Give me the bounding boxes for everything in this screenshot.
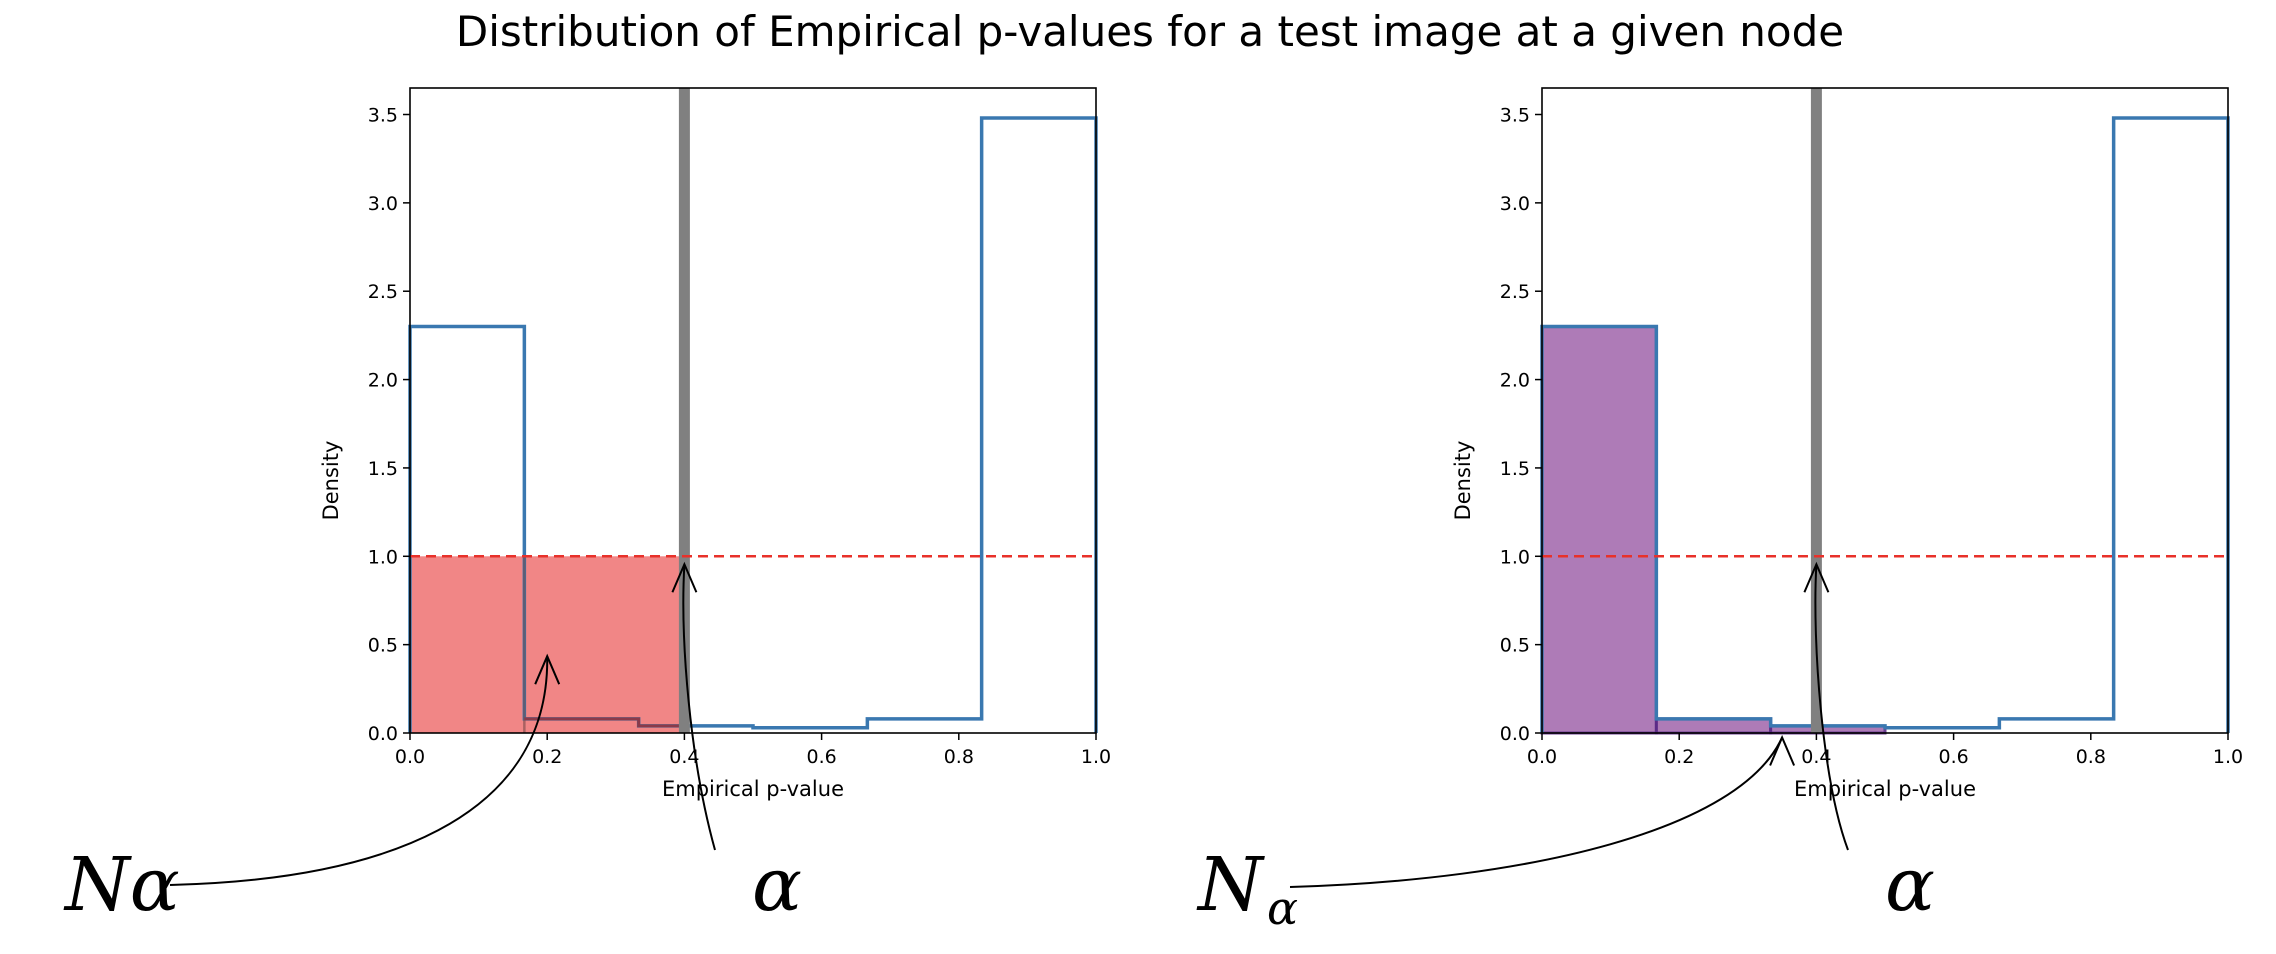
y-tick-label: 3.5 bbox=[1500, 105, 1530, 127]
y-tick-label: 1.5 bbox=[1500, 458, 1530, 480]
annotation-label: α bbox=[752, 842, 802, 928]
x-axis-label: Empirical p-value bbox=[1794, 777, 1976, 801]
y-tick-label: 0.0 bbox=[368, 723, 398, 745]
y-tick-label: 2.5 bbox=[368, 281, 398, 303]
annotation-arrowhead bbox=[671, 561, 698, 593]
y-tick-label: 0.5 bbox=[368, 635, 398, 657]
y-tick-label: 1.5 bbox=[368, 458, 398, 480]
annotation-arrow bbox=[169, 656, 549, 886]
right-histogram-panel: 0.0 0.2 0.4 0.6 0.8 1.0 0.0 0.5 1.0 1.5 2.0 2.5 3.0 3… bbox=[1196, 87, 2243, 935]
axes-frame bbox=[1541, 87, 2229, 734]
x-tick-label: 0.4 bbox=[669, 746, 699, 768]
highlighted-bin-bar bbox=[1654, 717, 1773, 735]
annotation-label: Nα bbox=[63, 842, 180, 928]
histogram-bar bbox=[867, 719, 981, 733]
histogram-step-line bbox=[408, 116, 1098, 733]
x-tick-label: 1.0 bbox=[1081, 746, 1111, 768]
x-tick-label: 0.0 bbox=[395, 746, 425, 768]
x-tick-label: 0.6 bbox=[1938, 746, 1968, 768]
shaded-alpha-region bbox=[410, 556, 685, 733]
y-tick-label: 1.0 bbox=[368, 546, 398, 568]
x-tick-label: 0.2 bbox=[1664, 746, 1694, 768]
x-tick-label: 0.8 bbox=[2076, 746, 2106, 768]
annotation-arrow bbox=[682, 564, 716, 851]
y-tick-label: 2.0 bbox=[1500, 370, 1530, 392]
annotation-label: N bbox=[1196, 842, 1265, 928]
y-axis-label: Density bbox=[319, 441, 343, 521]
annotation-arrowhead bbox=[1769, 734, 1796, 766]
y-tick-label: 3.5 bbox=[368, 105, 398, 127]
highlighted-bin-bar bbox=[1540, 325, 1658, 735]
y-tick-label: 3.0 bbox=[1500, 193, 1530, 215]
x-tick-label: 0.4 bbox=[1801, 746, 1831, 768]
annotation-label: α bbox=[1885, 842, 1935, 928]
y-tick-label: 1.0 bbox=[1500, 546, 1530, 568]
annotation-arrowhead bbox=[1803, 561, 1830, 593]
y-tick-label: 2.5 bbox=[1500, 281, 1530, 303]
axes-frame bbox=[409, 87, 1097, 734]
shaded-region-inner-step bbox=[524, 717, 685, 728]
x-tick-label: 0.2 bbox=[532, 746, 562, 768]
annotation-arrow bbox=[1814, 564, 1849, 851]
annotation-subscript: α bbox=[1267, 881, 1298, 935]
x-tick-label: 0.6 bbox=[806, 746, 836, 768]
histogram-bar bbox=[982, 118, 1096, 733]
annotation-arrowhead bbox=[534, 653, 561, 685]
histogram-bar bbox=[2114, 118, 2228, 733]
x-tick-label: 0.0 bbox=[1527, 746, 1557, 768]
y-tick-label: 3.0 bbox=[368, 193, 398, 215]
y-tick-label: 0.0 bbox=[1500, 723, 1530, 745]
x-axis-label: Empirical p-value bbox=[662, 777, 844, 801]
left-histogram-panel: 0.0 0.2 0.4 0.6 0.8 1.0 0.0 0.5 1.0 1.5 2.0 2.5 3.0 3… bbox=[63, 87, 1111, 928]
histogram-step-line bbox=[1540, 116, 2230, 733]
y-tick-label: 0.5 bbox=[1500, 635, 1530, 657]
x-tick-label: 0.8 bbox=[944, 746, 974, 768]
y-axis-label: Density bbox=[1451, 441, 1475, 521]
x-tick-label: 1.0 bbox=[2213, 746, 2243, 768]
annotation-arrow bbox=[1289, 737, 1784, 888]
y-tick-label: 2.0 bbox=[368, 370, 398, 392]
histogram-bar bbox=[1999, 719, 2113, 733]
chart-title: Distribution of Empirical p-values for a… bbox=[456, 7, 1844, 56]
